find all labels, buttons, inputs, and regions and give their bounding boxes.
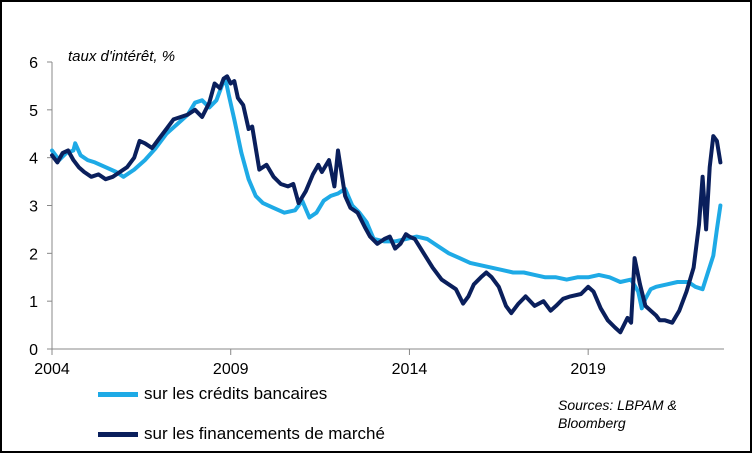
y-tick-label: 3 (29, 199, 38, 216)
legend-label-bank-loans: sur les crédits bancaires (144, 384, 328, 403)
x-tick-label: 2014 (392, 361, 428, 378)
y-tick-label: 2 (29, 246, 38, 263)
legend-swatch-bank-loans (98, 391, 138, 397)
legend-swatch-market-financing (98, 431, 138, 437)
axes (47, 61, 724, 355)
y-tick-label: 5 (29, 103, 38, 120)
y-tick-label: 1 (29, 294, 38, 311)
x-tick-label: 2019 (570, 361, 606, 378)
y-tick-label: 0 (29, 342, 38, 359)
legend-item-bank-loans: sur les crédits bancaires (98, 384, 327, 404)
tick-labels: 0 1 2 3 4 5 6 2004 2009 2014 2019 (29, 55, 606, 378)
series-line-market-financing (50, 74, 723, 335)
x-tick-label: 2009 (213, 361, 249, 378)
y-tick-label: 4 (29, 151, 38, 168)
y-axis-label: taux d'intérêt, % (68, 48, 176, 65)
series-lines (50, 74, 723, 335)
source-note: Sources: LBPAM & Bloomberg (558, 397, 677, 431)
legend-label-market-financing: sur les financements de marché (144, 424, 385, 443)
y-tick-label: 6 (29, 55, 38, 72)
series-line-bank-loans (50, 76, 723, 311)
x-tick-label: 2004 (34, 361, 70, 378)
legend-item-market-financing: sur les financements de marché (98, 424, 385, 444)
